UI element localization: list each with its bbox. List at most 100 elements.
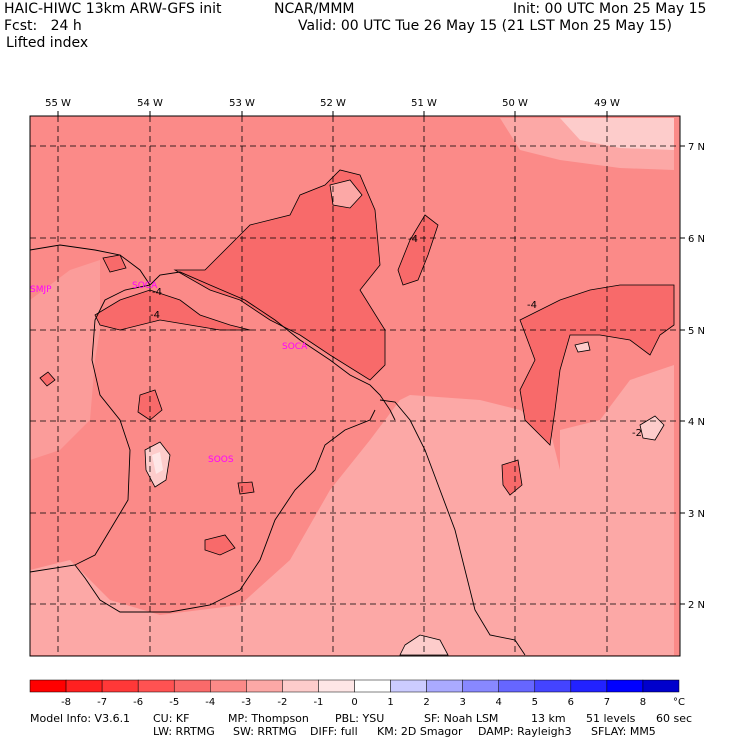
colorbar-tick-label: -4	[205, 697, 215, 708]
contour-label: -4	[152, 287, 162, 298]
lw-scheme: LW: RRTMG	[153, 725, 215, 738]
cell-light-c	[639, 415, 665, 441]
levels: 51 levels	[586, 712, 636, 725]
cell-b	[204, 534, 236, 556]
valid-time: Valid: 00 UTC Tue 26 May 15 (21 LST Mon …	[298, 18, 672, 34]
colorbar-swatch	[101, 679, 139, 693]
colorbar-tick-label: -5	[169, 697, 179, 708]
region-minus2-ne	[560, 118, 674, 150]
graticule	[30, 116, 680, 656]
lat-label: 5 N	[688, 326, 705, 337]
cell-light-d	[574, 341, 591, 353]
colorbar-tick-label: 6	[568, 697, 574, 708]
region-minus5-cell1	[397, 214, 439, 286]
forecast-hour: Fcst: 24 h	[4, 18, 82, 34]
damp-scheme: DAMP: Rayleigh3	[478, 725, 572, 738]
colorbar-swatch	[642, 679, 680, 693]
region-minus5-east	[519, 284, 675, 446]
colorbar-swatch	[570, 679, 608, 693]
colorbar-swatch	[606, 679, 644, 693]
contour-label: -4	[150, 310, 160, 321]
contour-label: -4	[408, 234, 418, 245]
cell-c	[237, 481, 255, 495]
station-label: SOOS	[208, 455, 234, 465]
colorbar-tick-label: -8	[61, 697, 71, 708]
cell-f	[39, 371, 56, 387]
axis-ticks	[57, 111, 685, 605]
colorbar-swatch	[246, 679, 283, 693]
contour-label: -4	[527, 300, 537, 311]
colorbar-swatch	[282, 679, 319, 693]
colorbar-tick-label: -7	[97, 697, 107, 708]
coastline-north	[29, 244, 396, 421]
region-minus3-south	[30, 365, 674, 655]
station-label: SOCA	[282, 342, 308, 352]
colorbar-swatch	[173, 679, 211, 693]
colorbar-swatch	[534, 679, 572, 693]
cell-e	[102, 254, 127, 273]
sw-scheme: SW: RRTMG	[233, 725, 297, 738]
km-scheme: KM: 2D Smagor	[377, 725, 463, 738]
border-central	[74, 409, 376, 613]
lon-label: 54 W	[137, 98, 163, 109]
lon-label: 52 W	[320, 98, 346, 109]
colorbar-tick-label: 7	[604, 697, 610, 708]
pbl-scheme: PBL: YSU	[335, 712, 385, 725]
contour-label: -2	[632, 428, 642, 439]
colorbar-swatch	[318, 679, 355, 693]
cell-light-a	[329, 179, 363, 209]
lon-label: 49 W	[594, 98, 620, 109]
colorbar-swatch	[137, 679, 175, 693]
colorbar-unit: °C	[673, 697, 685, 708]
region-minus3-west	[30, 260, 100, 460]
sf-scheme: SF: Noah LSM	[424, 712, 499, 725]
lat-label: 2 N	[688, 600, 705, 611]
map-frame	[29, 115, 681, 657]
mp-scheme: MP: Thompson	[228, 712, 309, 725]
field-name: Lifted index	[6, 35, 89, 51]
colorbar	[29, 679, 680, 693]
colorbar-tick-label: 3	[459, 697, 465, 708]
station-label: SMJP	[30, 285, 52, 295]
model-info: Model Info: V3.6.1	[30, 712, 131, 725]
colorbar-tick-label: -3	[241, 697, 251, 708]
lon-label: 51 W	[411, 98, 437, 109]
colorbar-tick-label: 2	[423, 697, 429, 708]
colorbar-tick-label: -2	[277, 697, 287, 708]
diff-scheme: DIFF: full	[310, 725, 358, 738]
colorbar-tick-label: 1	[387, 697, 393, 708]
lat-label: 4 N	[688, 417, 705, 428]
lat-label: 3 N	[688, 509, 705, 520]
resolution: 13 km	[531, 712, 566, 725]
lon-label: 53 W	[229, 98, 255, 109]
lat-label: 7 N	[688, 142, 705, 153]
org-label: NCAR/MMM	[274, 1, 355, 17]
colorbar-tick-label: 5	[532, 697, 538, 708]
cell-light-e	[399, 634, 449, 656]
cell-lighter-b	[152, 452, 163, 474]
colorbar-tick-label: -1	[313, 697, 323, 708]
colorbar-swatch	[426, 679, 463, 693]
colorbar-swatch	[462, 679, 499, 693]
cell-a	[137, 389, 163, 421]
colorbar-swatch	[29, 679, 67, 693]
lon-label: 50 W	[502, 98, 528, 109]
colorbar-tick-label: 4	[496, 697, 502, 708]
sflay-scheme: SFLAY: MM5	[591, 725, 656, 738]
init-time: Init: 00 UTC Mon 25 May 15	[513, 1, 707, 17]
colorbar-swatch	[354, 679, 391, 693]
colorbar-swatch	[65, 679, 103, 693]
station-label: SOCA	[132, 281, 158, 291]
colorbar-tick-label: 0	[351, 697, 357, 708]
cu-scheme: CU: KF	[153, 712, 190, 725]
colorbar-tick-label: 8	[640, 697, 646, 708]
colorbar-swatch	[498, 679, 536, 693]
lon-label: 55 W	[45, 98, 71, 109]
colorbar-swatch	[390, 679, 427, 693]
model-title: HAIC-HIWC 13km ARW-GFS init	[4, 1, 222, 17]
colorbar-labels: -8 -7 -6 -5 -4 -3 -2 -1 0 1 2 3 4 5 6 7 8	[61, 697, 646, 708]
lat-label: 6 N	[688, 234, 705, 245]
timestep: 60 sec	[656, 712, 693, 725]
border-east	[379, 399, 526, 656]
